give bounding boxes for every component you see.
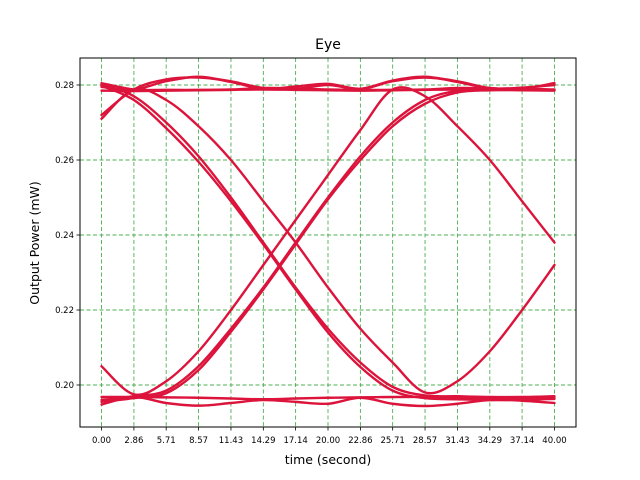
y-axis-label: Output Power (mW) — [27, 181, 42, 304]
eye-trace-5 — [100, 83, 556, 399]
x-tick-label: 17.14 — [283, 436, 307, 446]
series-layer — [100, 75, 556, 408]
x-tick-label: 22.86 — [348, 436, 372, 446]
x-tick-label: 0.00 — [92, 436, 111, 446]
x-tick-label: 40.00 — [542, 436, 566, 446]
x-tick-label: 31.43 — [445, 436, 469, 446]
x-tick-label: 37.14 — [510, 436, 534, 446]
eye-trace-4 — [100, 76, 556, 117]
y-tick-label: 0.22 — [55, 306, 74, 316]
grid-layer — [80, 58, 576, 427]
x-axis-label: time (second) — [285, 452, 372, 467]
chart-title: Eye — [315, 37, 341, 53]
y-tick-label: 0.28 — [55, 81, 74, 91]
y-tick-label: 0.26 — [55, 156, 74, 166]
plot-area-frame — [79, 57, 577, 428]
eye-trace-11 — [100, 395, 556, 401]
x-tick-label: 14.29 — [251, 436, 275, 446]
x-tick-label: 5.71 — [157, 436, 176, 446]
y-tick-label: 0.20 — [55, 381, 74, 391]
y-tick-label: 0.24 — [55, 231, 74, 241]
x-tick-label: 8.57 — [189, 436, 208, 446]
x-tick-label: 34.29 — [478, 436, 502, 446]
eye-trace-12 — [100, 395, 556, 408]
eye-trace-9 — [100, 86, 556, 397]
ticks-layer: 0.00 2.86 5.71 8.57 11.43 14.29 17.14 20.00 22.8… — [55, 81, 567, 446]
x-tick-label: 2.86 — [124, 436, 143, 446]
x-tick-label: 28.57 — [413, 436, 437, 446]
eye-trace-10 — [100, 87, 556, 395]
eye-trace-8 — [100, 88, 556, 404]
x-tick-label: 11.43 — [219, 436, 243, 446]
x-tick-label: 20.00 — [316, 436, 340, 446]
x-tick-label: 25.71 — [380, 436, 404, 446]
